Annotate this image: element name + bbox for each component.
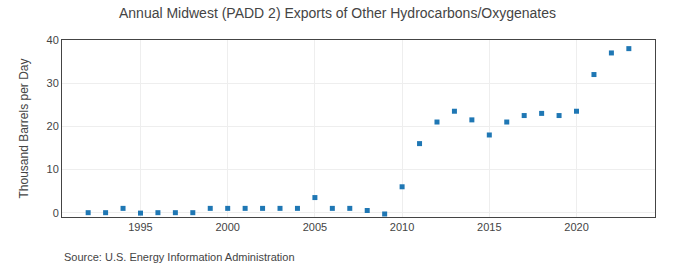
svg-text:2000: 2000 (215, 221, 239, 233)
svg-text:0: 0 (53, 207, 59, 219)
svg-text:Thousand Barrels per Day: Thousand Barrels per Day (17, 58, 31, 198)
svg-text:20: 20 (47, 120, 59, 132)
svg-text:Source: U.S. Energy Informatio: Source: U.S. Energy Information Administ… (64, 251, 295, 263)
svg-text:Annual Midwest (PADD 2) Export: Annual Midwest (PADD 2) Exports of Other… (119, 5, 556, 21)
svg-text:40: 40 (47, 34, 59, 46)
svg-text:2015: 2015 (477, 221, 501, 233)
svg-text:1995: 1995 (128, 221, 152, 233)
svg-text:30: 30 (47, 77, 59, 89)
svg-text:2010: 2010 (390, 221, 414, 233)
svg-text:2005: 2005 (303, 221, 327, 233)
svg-text:10: 10 (47, 163, 59, 175)
svg-text:2020: 2020 (564, 221, 588, 233)
